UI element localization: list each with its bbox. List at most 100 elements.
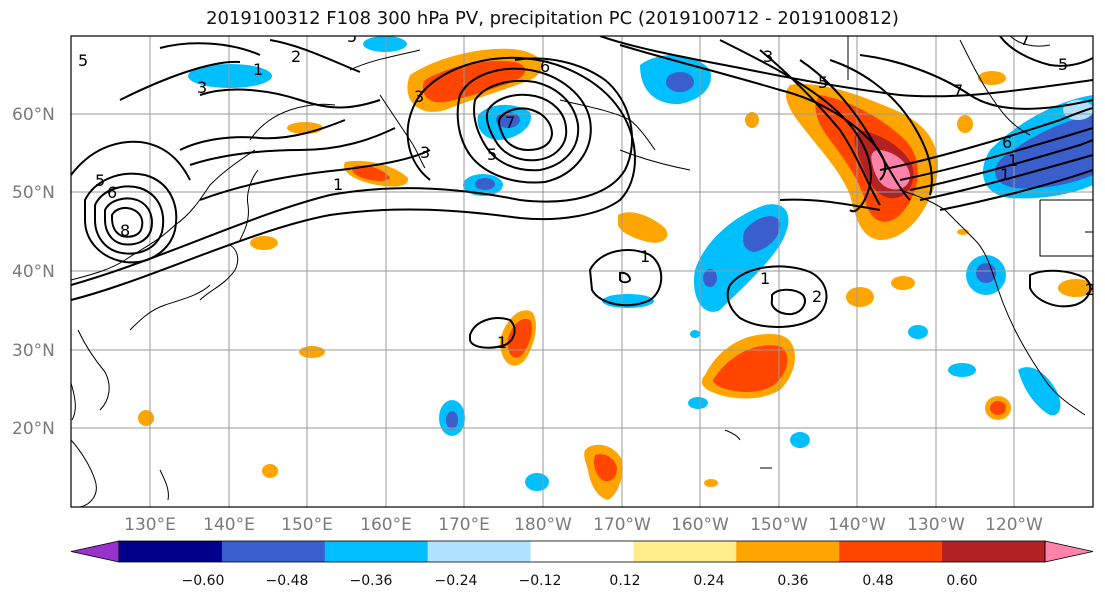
precip-positive-area xyxy=(250,236,278,250)
lat-label: 40°N xyxy=(12,262,55,282)
colorbar-segment xyxy=(427,541,532,562)
precip-negative-area xyxy=(688,397,708,409)
precip-positive-area xyxy=(138,410,154,426)
precip-positive-area xyxy=(704,479,718,487)
colorbar-labels: −0.60 −0.48 −0.36 −0.24 −0.12 0.12 0.24 … xyxy=(182,573,978,589)
pv-contours xyxy=(71,36,1093,349)
lon-label: 170°E xyxy=(438,515,490,535)
lon-label: 140°W xyxy=(828,515,886,535)
contour-label: 5 xyxy=(818,73,828,92)
contour-label: 6 xyxy=(540,57,550,76)
contour-label: 6 xyxy=(107,183,117,202)
contour-label: 2 xyxy=(1085,280,1095,299)
colorbar-tick-label: 0.36 xyxy=(777,573,808,589)
lon-label: 130°E xyxy=(124,515,176,535)
precip-negative-area xyxy=(908,325,928,339)
colorbar-tick-label: −0.24 xyxy=(435,573,478,589)
contour-label: 6 xyxy=(1002,133,1012,152)
contour-label: 2 xyxy=(291,47,301,66)
colorbar-segment xyxy=(633,541,737,562)
precip-positive-area xyxy=(846,287,874,307)
contour-label: 3 xyxy=(420,143,430,162)
lon-label: 140°E xyxy=(203,515,255,535)
precip-negative-area xyxy=(995,115,1093,189)
contour-label: 1 xyxy=(333,175,343,194)
precip-negative-area xyxy=(363,36,407,52)
contour-label: 1 xyxy=(253,60,263,79)
colorbar-extend-low xyxy=(70,540,120,563)
colorbar-tick-label: 0.24 xyxy=(693,573,724,589)
contour-label: 3 xyxy=(197,78,207,97)
contour-label: 1 xyxy=(760,269,770,288)
contour-label: 1 xyxy=(1008,151,1018,170)
precip-positive-area xyxy=(593,454,617,482)
precip-positive-area xyxy=(299,346,325,358)
lon-label: 150°W xyxy=(750,515,808,535)
precip-negative-area xyxy=(948,363,976,377)
precip-negative-area xyxy=(446,411,458,429)
colorbar-segment xyxy=(221,541,326,562)
colorbar-tick-label: 0.48 xyxy=(862,573,893,589)
lon-label: 180°W xyxy=(514,515,572,535)
coastlines xyxy=(71,36,1093,507)
precip-positive-area xyxy=(978,71,1006,85)
colorbar-segment xyxy=(324,541,429,562)
precip-positive-area xyxy=(745,112,759,128)
latitude-labels: 60°N 50°N 40°N 30°N 20°N xyxy=(12,105,55,439)
contour-label: 3 xyxy=(414,87,424,106)
precip-positive-area xyxy=(957,115,973,133)
precip-positive-area xyxy=(262,464,278,478)
map-title: 2019100312 F108 300 hPa PV, precipitatio… xyxy=(206,8,899,29)
colorbar-segment xyxy=(530,541,634,562)
colorbar-tick-label: −0.36 xyxy=(350,573,393,589)
lon-label: 160°W xyxy=(671,515,729,535)
precip-positive-area xyxy=(422,60,526,103)
precip-positive-area xyxy=(891,276,915,290)
lon-label: 120°W xyxy=(985,515,1043,535)
colorbar-tick-label: 0.60 xyxy=(946,573,977,589)
colorbar xyxy=(70,540,1094,563)
colorbar-tick-label: −0.48 xyxy=(266,573,309,589)
colorbar-segment xyxy=(119,541,223,562)
lon-label: 130°W xyxy=(907,515,965,535)
lon-label: 150°E xyxy=(281,515,333,535)
contour-label: 5 xyxy=(487,145,497,164)
precip-negative-area xyxy=(525,473,549,491)
precip-positive-area xyxy=(713,345,788,392)
colorbar-segment xyxy=(736,541,840,562)
plot-frame xyxy=(70,35,1094,508)
lat-label: 20°N xyxy=(12,419,55,439)
contour-label: 7 xyxy=(1020,30,1030,49)
contour-label: 2 xyxy=(812,287,822,306)
precip-positive-area xyxy=(1058,279,1093,297)
precip-positive-area xyxy=(990,401,1006,415)
lat-label: 50°N xyxy=(12,183,55,203)
contour-label: 5 xyxy=(347,27,357,46)
precip-negative-area xyxy=(743,216,781,252)
contour-label: 5 xyxy=(95,171,105,190)
colorbar-extend-high xyxy=(1044,540,1094,563)
colorbar-tick-label: −0.60 xyxy=(182,573,225,589)
lon-label: 160°E xyxy=(360,515,412,535)
precip-positive-area xyxy=(352,165,390,181)
contour-label: 8 xyxy=(120,221,130,240)
contour-label: 1 xyxy=(640,247,650,266)
colorbar-tick-label: 0.12 xyxy=(609,573,640,589)
precip-negative-area xyxy=(1018,367,1061,416)
contour-label: 7 xyxy=(953,81,963,100)
colorbar-segment xyxy=(839,541,943,562)
contour-label: 5 xyxy=(1058,55,1068,74)
contour-label: 5 xyxy=(78,51,88,70)
contour-label: 7 xyxy=(505,113,515,132)
contour-label: 1 xyxy=(497,333,507,352)
lon-label: 170°W xyxy=(593,515,651,535)
colorbar-frame xyxy=(118,540,1046,563)
precip-negative-area xyxy=(188,64,272,88)
precip-negative-area xyxy=(703,269,717,287)
colorbar-tick-label: −0.12 xyxy=(519,573,562,589)
contour-labels: 5 1 2 3 5 8 6 7 3 5 1 3 5 7 6 2 1 1 2 1 … xyxy=(78,27,1095,352)
precip-negative-area xyxy=(475,178,495,190)
lat-label: 30°N xyxy=(12,341,55,361)
precip-positive-area xyxy=(618,212,668,243)
